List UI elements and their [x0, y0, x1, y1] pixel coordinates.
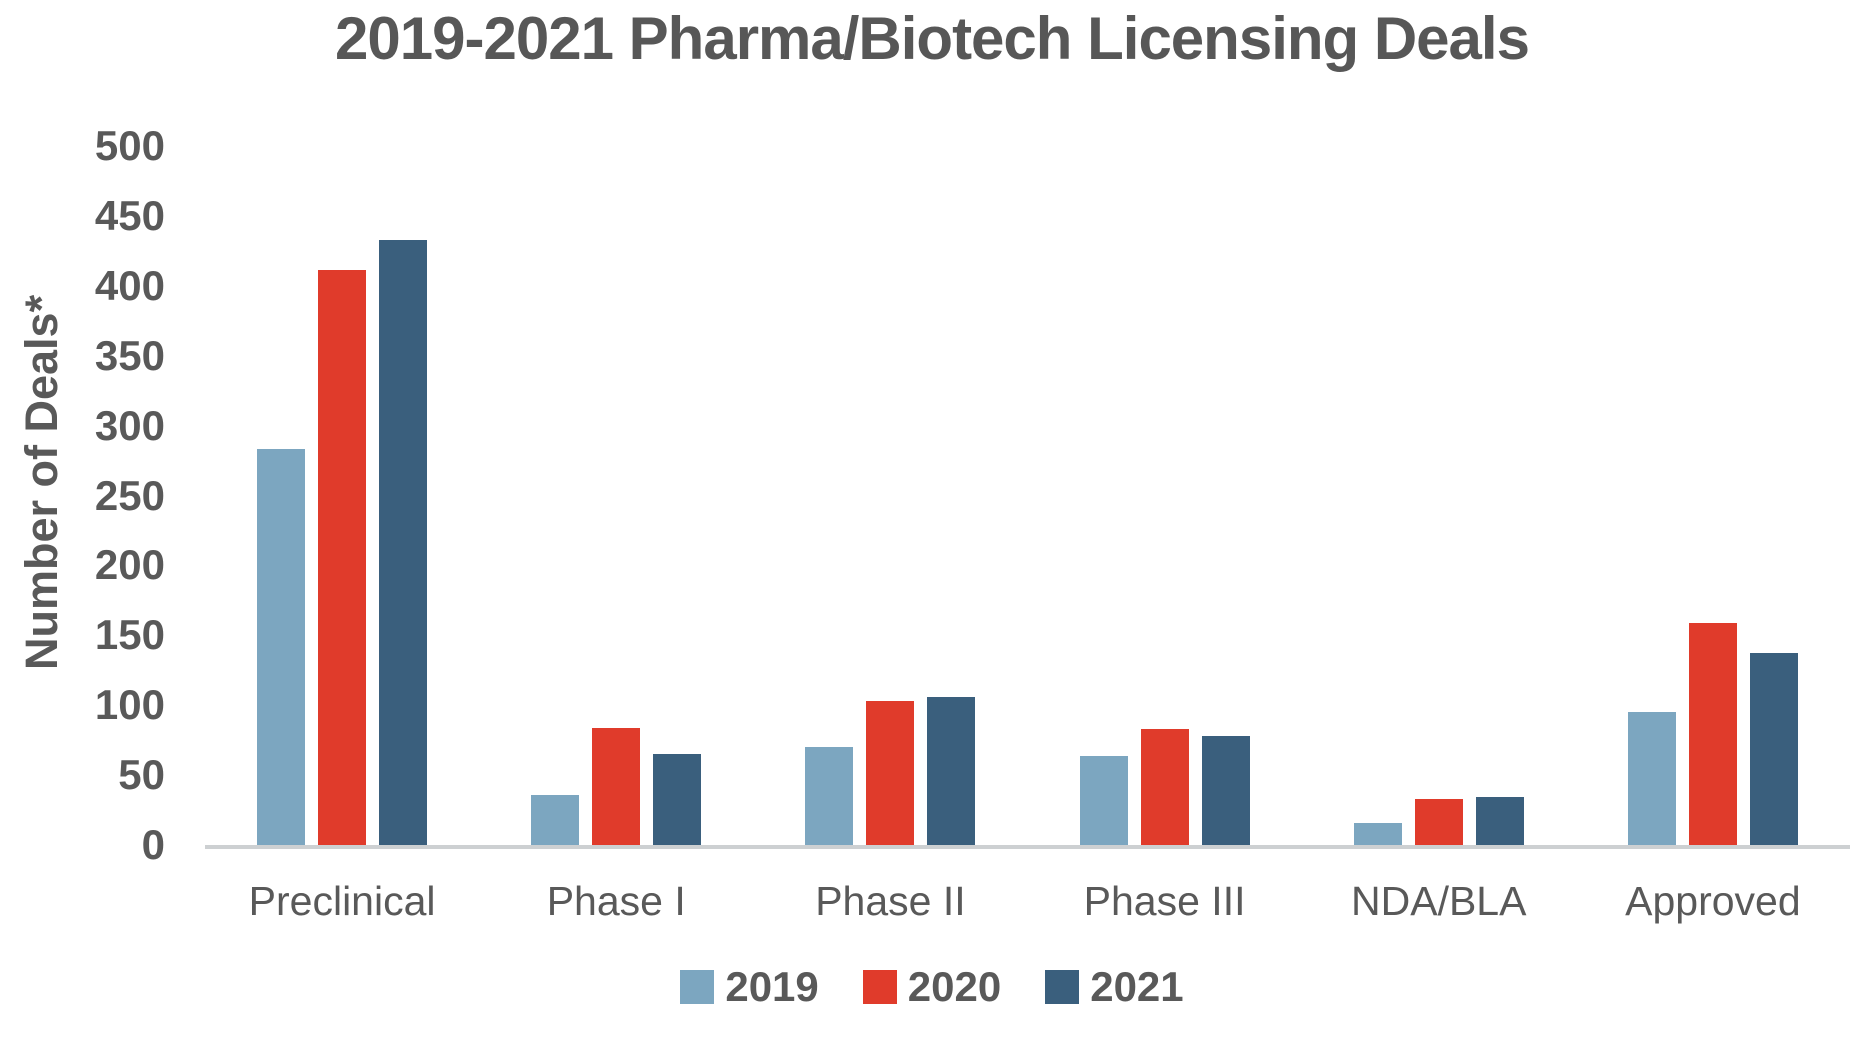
x-category-label: Approved — [1625, 878, 1801, 924]
y-tick: 300 — [94, 401, 165, 449]
legend-label: 2019 — [725, 963, 819, 1010]
bar-2020-phase-ii — [866, 701, 915, 845]
bar-2021-approved — [1749, 653, 1798, 845]
legend-label: 2020 — [907, 963, 1002, 1010]
legend: 2019 2020 2021 — [0, 966, 1864, 1008]
legend-swatch-2020 — [862, 970, 897, 1004]
legend-swatch-2019 — [680, 970, 715, 1004]
bar-2021-preclinical — [379, 239, 428, 845]
bar-2019-preclinical — [257, 449, 306, 845]
y-tick: 500 — [94, 122, 165, 169]
bar-2021-phase-i — [653, 754, 702, 845]
legend-label: 2021 — [1090, 963, 1184, 1010]
x-category-label: Phase I — [546, 878, 686, 924]
y-tick: 100 — [94, 681, 165, 729]
chart-title: 2019-2021 Pharma/Biotech Licensing Deals — [335, 5, 1530, 72]
bar-2019-phase-iii — [1079, 755, 1128, 845]
bar-2020-approved — [1688, 622, 1737, 845]
bar-2019-phase-ii — [805, 747, 854, 845]
x-category-label: Phase III — [1083, 878, 1246, 924]
y-tick: 400 — [94, 261, 165, 309]
y-tick: 250 — [94, 471, 165, 519]
legend-item-2020: 2020 — [862, 963, 1002, 1010]
y-tick: 150 — [94, 611, 165, 659]
legend-item-2021: 2021 — [1045, 963, 1184, 1010]
x-category-label: Phase II — [815, 878, 966, 924]
y-tick: 50 — [118, 751, 165, 799]
legend-item-2019: 2019 — [680, 963, 819, 1010]
bar-2020-phase-i — [592, 727, 641, 845]
bar-2021-phase-iii — [1201, 735, 1250, 845]
legend-swatch-2021 — [1045, 970, 1080, 1004]
bar-2021-phase-ii — [927, 696, 976, 845]
y-tick: 0 — [141, 821, 165, 868]
y-tick: 450 — [94, 191, 165, 239]
bar-2019-nda-bla — [1353, 822, 1402, 845]
bar-2019-phase-i — [531, 794, 580, 845]
y-tick: 200 — [94, 541, 165, 589]
x-axis-line — [205, 845, 1850, 849]
x-category-label: NDA/BLA — [1351, 878, 1527, 924]
bar-2020-preclinical — [318, 270, 367, 845]
bar-2019-approved — [1627, 712, 1676, 845]
y-tick: 350 — [94, 331, 165, 379]
bar-2020-phase-iii — [1140, 728, 1189, 845]
bar-2020-nda-bla — [1414, 798, 1463, 845]
bar-2021-nda-bla — [1475, 797, 1524, 845]
x-category-label: Preclinical — [248, 878, 436, 924]
